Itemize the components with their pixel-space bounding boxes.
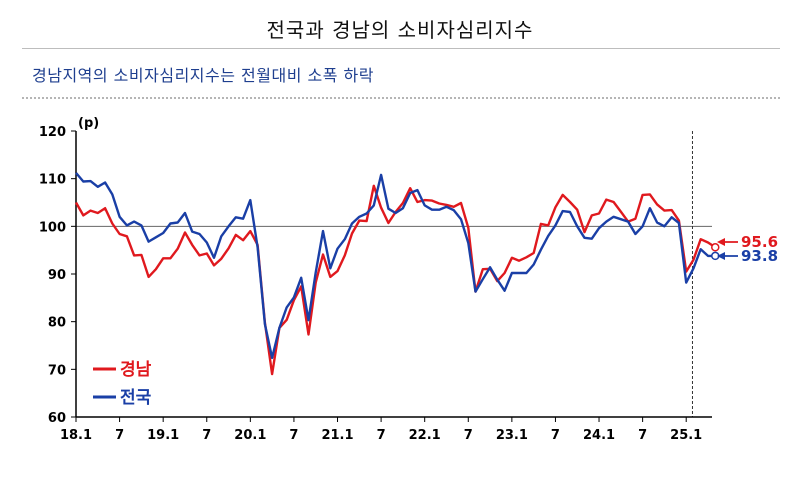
y-tick-label-90: 90 [48,268,66,283]
y-tick-label-120: 120 [39,125,66,140]
callout-value-1: 93.8 [741,247,778,265]
callout-value-0: 95.6 [741,233,778,251]
y-tick-label-60: 60 [48,411,66,426]
x-tick-label-0: 18.1 [60,428,92,443]
y-axis-unit-label: (p) [78,116,99,131]
page-title: 전국과 경남의 소비자심리지수 [266,18,534,42]
dotted-divider [22,97,780,99]
y-tick-label-110: 110 [39,173,66,188]
x-tick-label-9: 7 [464,428,473,443]
x-tick-label-12: 24.1 [583,428,615,443]
x-tick-label-14: 25.1 [670,428,702,443]
y-tick-label-70: 70 [48,363,66,378]
chart-legend: 경남 전국 [93,360,152,408]
reference-layer [76,131,712,417]
series-line-1 [75,172,716,360]
y-tick-label-80: 80 [48,316,66,331]
legend-label-gyeongnam: 경남 [120,360,152,380]
series-layer [74,172,720,376]
x-tick-label-10: 23.1 [496,428,528,443]
x-tick-label-3: 7 [202,428,211,443]
x-tick-label-4: 20.1 [234,428,266,443]
x-tick-label-1: 7 [115,428,124,443]
x-tick-label-8: 22.1 [409,428,441,443]
x-tick-label-2: 19.1 [147,428,179,443]
series-endpoint-0 [711,243,720,252]
x-tick-label-5: 7 [289,428,298,443]
y-tick-label-100: 100 [39,220,66,235]
label-layer: 95.693.8 [717,233,778,265]
legend-label-national: 전국 [120,388,152,408]
x-tick-label-11: 7 [551,428,560,443]
x-tick-label-7: 7 [377,428,386,443]
x-tick-label-6: 21.1 [321,428,353,443]
title-divider [22,48,780,49]
page-subtitle: 경남지역의 소비자심리지수는 전월대비 소폭 하락 [32,66,374,85]
callout-arrowhead-1 [717,252,725,260]
axis-layer: 60 70 80 90 100 110 120 (p) 18.1 7 19.1 7 20.1 7 21.1 7… [39,116,712,443]
callout-arrowhead-0 [717,238,725,246]
x-tick-label-13: 7 [638,428,647,443]
